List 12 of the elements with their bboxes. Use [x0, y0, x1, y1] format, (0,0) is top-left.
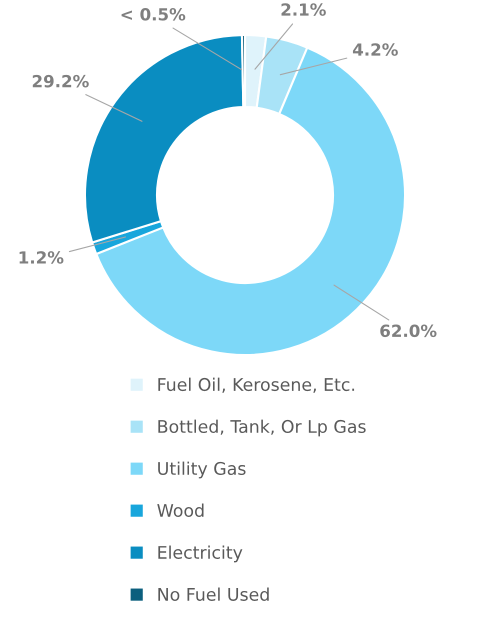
data-label: < 0.5% [122, 8, 186, 21]
legend-label: No Fuel Used [158, 588, 269, 601]
legend-label: Fuel Oil, Kerosene, Etc. [158, 378, 354, 393]
legend-label: Wood [157, 504, 204, 517]
legend-label: Bottled, Tank, Or Lp Gas [158, 420, 366, 436]
data-label: 29.2% [32, 74, 89, 88]
data-label: 1.2% [20, 251, 64, 264]
legend-label: Electricity [158, 546, 242, 562]
data-label: 2.1% [282, 3, 326, 16]
legend-label: Utility Gas [158, 462, 246, 478]
data-label: 4.2% [352, 43, 398, 56]
data-label: 62.0% [380, 324, 437, 338]
